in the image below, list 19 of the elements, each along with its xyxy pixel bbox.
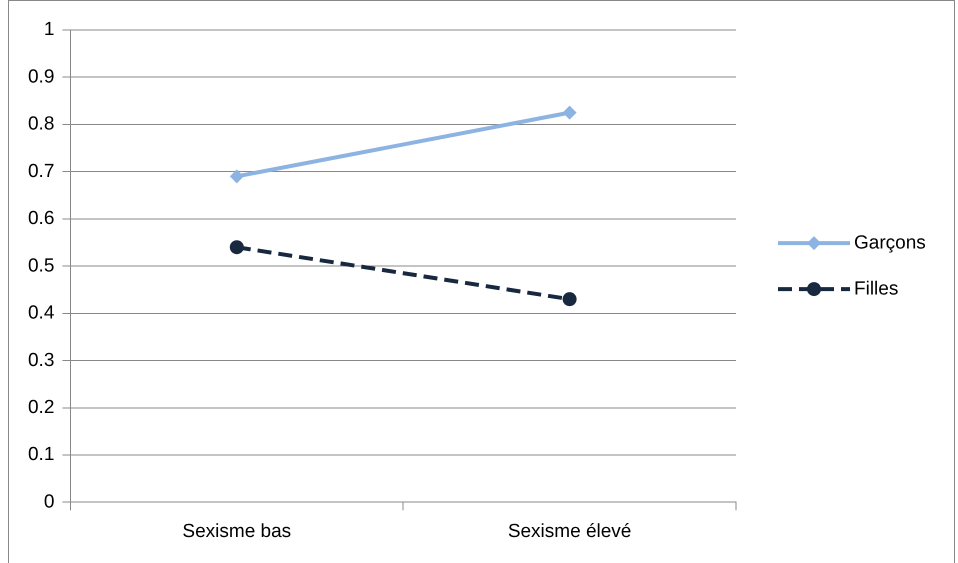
y-tick-label: 0.6 bbox=[28, 208, 54, 230]
y-tick-label: 0.9 bbox=[28, 66, 54, 88]
y-tick-label: 0.4 bbox=[28, 302, 55, 324]
y-tick-label: 0.7 bbox=[28, 160, 54, 182]
point bbox=[562, 292, 577, 306]
y-tick-label: 0 bbox=[44, 491, 54, 512]
x-tick-label: Sexisme bas bbox=[182, 520, 292, 542]
y-tick-label: 0.3 bbox=[28, 350, 54, 371]
legend-label: Filles bbox=[854, 278, 898, 300]
legend-label: Garçons bbox=[854, 232, 926, 254]
x-tick-label: Sexisme élevé bbox=[508, 520, 632, 542]
y-tick-label: 0.8 bbox=[28, 114, 54, 135]
point bbox=[230, 240, 244, 254]
point bbox=[230, 169, 244, 184]
y-tick-label: 0.5 bbox=[28, 255, 54, 276]
y-tick-label: 0.2 bbox=[28, 396, 54, 418]
point bbox=[562, 106, 577, 120]
y-tick-label: 1 bbox=[44, 19, 54, 40]
y-tick-label: 0.1 bbox=[28, 444, 54, 466]
